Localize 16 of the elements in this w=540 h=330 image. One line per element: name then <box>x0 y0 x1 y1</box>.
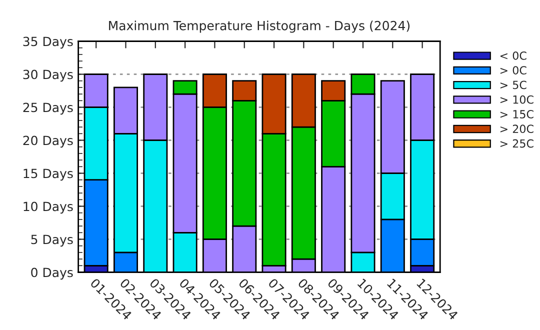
y-tick-label: 30 Days <box>23 70 73 82</box>
y-tick-label: 25 Days <box>23 102 73 115</box>
y-tick-label: 35 Days <box>23 36 73 49</box>
y-tick-label: 10 Days <box>24 202 73 214</box>
y-tick-label: 5 Days <box>31 234 73 247</box>
chart-title: Maximum Temperature Histogram - Days (2024) <box>109 20 410 33</box>
legend-label: > 25C <box>500 139 534 148</box>
legend-label: < 0C <box>500 51 526 60</box>
legend-label: > 10C <box>500 95 534 104</box>
y-tick-label: 0 Days <box>31 268 73 280</box>
legend-label: > 20C <box>500 124 534 134</box>
legend-label: > 5C <box>500 80 526 90</box>
y-tick-label: 20 Days <box>23 136 73 148</box>
legend-label: > 0C <box>500 66 526 74</box>
y-tick-label: 15 Days <box>24 168 73 181</box>
legend-label: > 15C <box>500 110 534 118</box>
